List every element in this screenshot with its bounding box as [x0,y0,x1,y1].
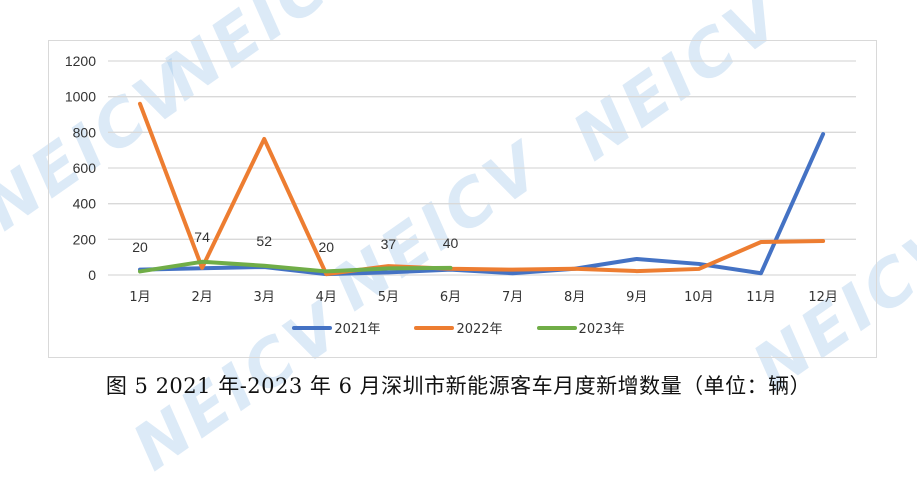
legend-swatch [536,325,577,330]
x-tick-label: 11月 [746,290,776,305]
series-line-2023年 [138,259,453,274]
x-tick-label: 7月 [502,290,523,305]
legend-label: 2022年 [456,322,503,337]
legend-item-2023: 2023年 [536,318,625,337]
x-axis-ticks: 1月 2月 3月 4月 5月 6月 7月 8月 9月 10月 11月 12月 [129,290,838,305]
legend-swatch [292,325,333,330]
x-tick-label: 4月 [316,290,337,305]
x-tick-label: 9月 [626,290,647,305]
series-line-2022年 [138,101,826,277]
x-tick-label: 5月 [378,290,399,305]
legend-swatch [414,325,455,330]
data-label: 37 [381,236,397,252]
data-label: 20 [319,239,335,255]
legend-item-2022: 2022年 [414,318,503,337]
y-tick-label: 800 [73,124,97,140]
y-tick-label: 1200 [65,53,96,69]
x-tick-label: 12月 [808,290,838,305]
data-label: 40 [443,235,459,251]
data-label: 74 [194,229,210,245]
y-tick-label: 200 [73,231,97,247]
y-axis-ticks: 0 200 400 600 800 1000 1200 [65,53,96,283]
data-label: 52 [256,233,272,249]
data-labels: 20 74 52 20 37 40 [132,229,458,255]
y-tick-label: 600 [73,160,97,176]
data-label: 20 [132,239,148,255]
x-tick-label: 2月 [191,290,212,305]
x-tick-label: 8月 [564,290,585,305]
x-tick-label: 6月 [440,290,461,305]
series-lines [138,101,826,277]
figure-caption: 图 5 2021 年-2023 年 6 月深圳市新能源客车月度新增数量（单位：辆… [105,374,812,398]
line-chart: 0 200 400 600 800 1000 1200 1月 2月 3月 4月 5月 6月 7月 8月 9月… [65,53,856,305]
legend-item-2021: 2021年 [292,318,380,337]
legend: 2021年 2022年 2023年 [0,318,917,337]
legend-label: 2023年 [578,322,625,337]
chart-frame [48,40,877,358]
legend-label: 2021年 [334,322,381,337]
gridlines [108,60,856,276]
y-tick-label: 400 [73,196,97,212]
y-tick-label: 0 [88,267,96,283]
x-tick-label: 1月 [129,290,150,305]
y-tick-label: 1000 [65,89,96,105]
x-tick-label: 3月 [254,290,275,305]
x-tick-label: 10月 [684,290,714,305]
